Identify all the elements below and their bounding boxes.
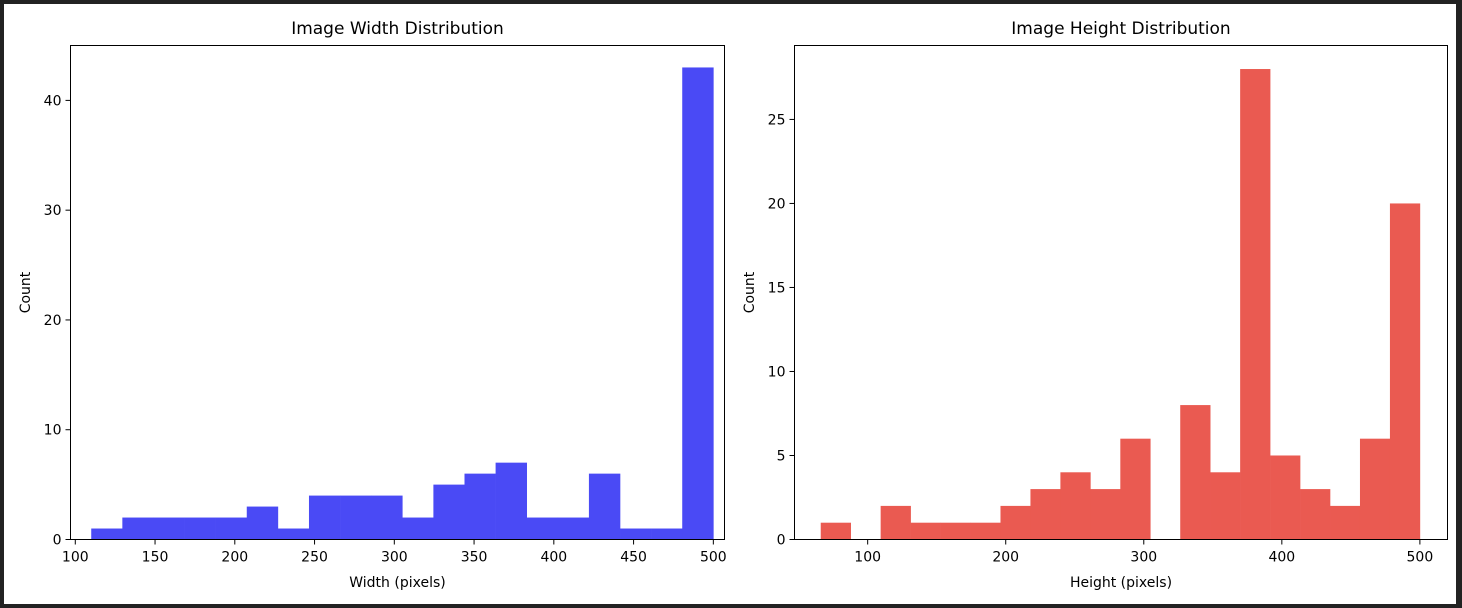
- height-bar: [1030, 489, 1061, 540]
- width-chart-title: Image Width Distribution: [291, 19, 504, 39]
- width-bar: [122, 517, 154, 540]
- height-bar: [1000, 505, 1031, 540]
- height-bar: [1330, 505, 1361, 540]
- width-x-axis-label: Width (pixels): [349, 575, 445, 591]
- height-bar: [1300, 489, 1331, 540]
- width-y-tick-label: 0: [53, 533, 62, 549]
- width-bar: [588, 473, 621, 540]
- height-x-tick-label: 500: [1407, 550, 1434, 566]
- width-bar: [153, 517, 185, 540]
- width-bar: [464, 473, 496, 540]
- width-bar: [620, 528, 652, 540]
- height-bar: [1060, 472, 1091, 540]
- width-bar: [526, 517, 559, 540]
- height-y-ticks: 0 5 10 15 20 25: [768, 112, 795, 549]
- width-x-tick-label: 200: [221, 550, 248, 566]
- width-x-ticks: 100 150 200 250 300 350 400 450 500: [62, 539, 727, 566]
- height-x-tick-label: 200: [992, 550, 1019, 566]
- height-x-tick-label: 300: [1130, 550, 1157, 566]
- width-x-tick-label: 150: [142, 550, 169, 566]
- width-bar: [246, 506, 279, 540]
- height-x-tick-label: 400: [1268, 550, 1295, 566]
- width-bar: [91, 528, 123, 540]
- height-y-tick-label: 0: [777, 533, 786, 549]
- width-histogram: 100 150 200 250 300 350 400 450 500 0 10 20 30 40 Im…: [18, 19, 727, 591]
- figure: 100 150 200 250 300 350 400 450 500 0 10 20 30 40 Im…: [4, 4, 1456, 604]
- height-bar: [880, 505, 911, 540]
- width-x-tick-label: 400: [540, 550, 567, 566]
- height-bar: [1389, 203, 1421, 540]
- width-x-tick-label: 100: [62, 550, 89, 566]
- width-y-tick-label: 10: [44, 423, 62, 439]
- width-bar: [340, 495, 372, 540]
- height-bar: [910, 522, 941, 540]
- width-y-tick-label: 30: [44, 203, 62, 219]
- height-y-axis-label: Count: [742, 271, 758, 313]
- width-bar: [215, 517, 248, 540]
- width-bar: [371, 495, 403, 540]
- width-x-tick-label: 350: [461, 550, 488, 566]
- height-bar: [970, 522, 1001, 540]
- height-histogram: 100 200 300 400 500 0 5 10 15 20 25 Image Height …: [742, 19, 1448, 591]
- height-x-axis-label: Height (pixels): [1070, 575, 1172, 591]
- width-x-tick-label: 300: [381, 550, 408, 566]
- height-bar: [1090, 489, 1121, 540]
- height-y-tick-label: 15: [768, 280, 786, 296]
- height-x-ticks: 100 200 300 400 500: [854, 539, 1434, 566]
- height-y-tick-label: 25: [768, 112, 786, 128]
- width-x-tick-label: 450: [620, 550, 647, 566]
- height-x-tick-label: 100: [854, 550, 881, 566]
- height-bar: [1180, 405, 1211, 540]
- height-bar: [1359, 438, 1391, 540]
- width-x-tick-label: 250: [301, 550, 328, 566]
- width-bar: [308, 495, 341, 540]
- width-bar: [682, 67, 714, 540]
- height-y-tick-label: 5: [777, 448, 786, 464]
- height-y-tick-label: 20: [768, 196, 786, 212]
- width-bar: [184, 517, 216, 540]
- height-chart-title: Image Height Distribution: [1011, 19, 1230, 39]
- width-bar: [557, 517, 590, 540]
- width-bar: [402, 517, 434, 540]
- width-bar: [277, 528, 310, 540]
- width-y-tick-label: 40: [44, 93, 62, 109]
- height-y-tick-label: 10: [768, 364, 786, 380]
- height-bar: [1240, 69, 1271, 540]
- height-bar: [1120, 438, 1151, 540]
- height-bars: [820, 69, 1421, 540]
- width-bar: [651, 528, 683, 540]
- height-bar: [820, 522, 851, 540]
- width-bars: [91, 67, 714, 540]
- width-x-tick-label: 500: [700, 550, 727, 566]
- height-bar: [940, 522, 971, 540]
- width-plot-frame: [70, 45, 725, 540]
- height-bar: [1270, 455, 1301, 540]
- height-plot-frame: [794, 45, 1448, 540]
- width-y-axis-label: Count: [18, 271, 34, 313]
- height-bar: [1210, 472, 1241, 540]
- width-y-tick-label: 20: [44, 313, 62, 329]
- width-bar: [495, 462, 528, 540]
- width-bar: [433, 484, 465, 540]
- width-y-ticks: 0 10 20 30 40: [44, 93, 71, 549]
